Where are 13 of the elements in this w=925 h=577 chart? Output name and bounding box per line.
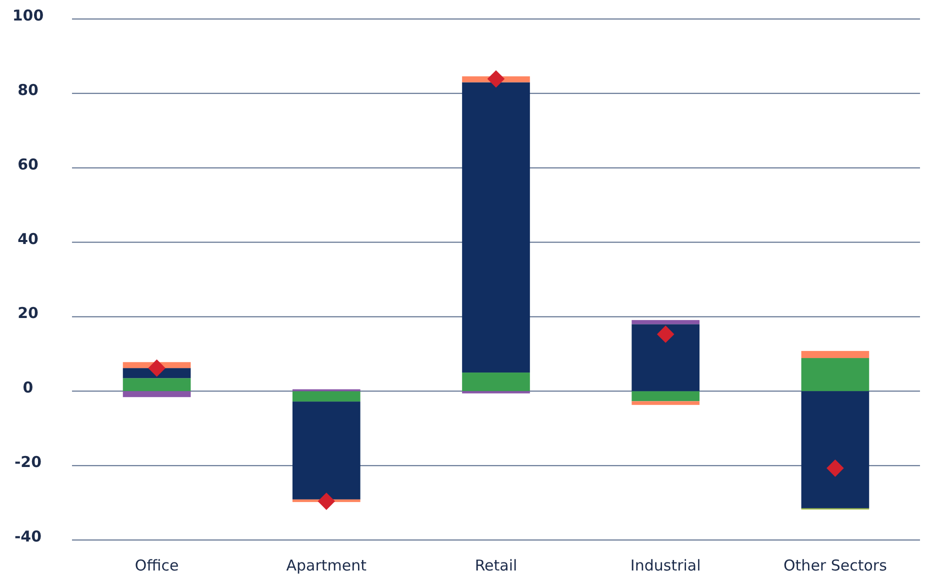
x-tick-label: Other Sectors bbox=[783, 556, 888, 575]
x-tick-label: Industrial bbox=[630, 556, 701, 575]
y-tick-label: 60 bbox=[18, 155, 38, 174]
x-tick-label: Apartment bbox=[286, 556, 367, 575]
y-tick-label: -20 bbox=[14, 453, 42, 472]
y-tick-label: 40 bbox=[18, 230, 38, 248]
y-tick-label: 20 bbox=[18, 304, 38, 322]
y-tick-label: 0 bbox=[22, 378, 34, 397]
x-tick-label: Retail bbox=[474, 556, 518, 575]
y-tick-label: 100 bbox=[12, 6, 44, 24]
y-tick-label: -40 bbox=[14, 528, 42, 546]
y-tick-label: 80 bbox=[18, 80, 38, 99]
x-tick-label: Office bbox=[134, 556, 179, 575]
